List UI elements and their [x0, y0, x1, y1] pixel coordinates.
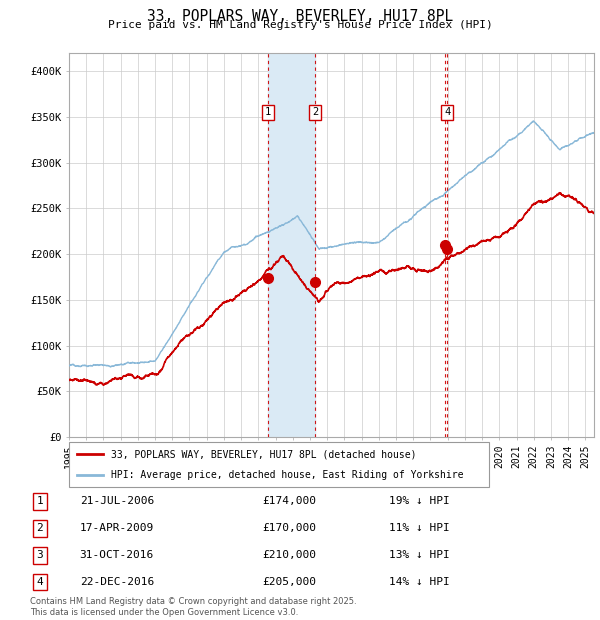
Text: 33, POPLARS WAY, BEVERLEY, HU17 8PL (detached house): 33, POPLARS WAY, BEVERLEY, HU17 8PL (det…	[111, 449, 416, 459]
Text: 13% ↓ HPI: 13% ↓ HPI	[389, 550, 449, 560]
Text: 4: 4	[37, 577, 43, 587]
FancyBboxPatch shape	[69, 442, 489, 487]
Text: 2: 2	[37, 523, 43, 533]
Text: 14% ↓ HPI: 14% ↓ HPI	[389, 577, 449, 587]
Text: £174,000: £174,000	[262, 496, 316, 507]
Bar	[268, 53, 315, 437]
Text: £170,000: £170,000	[262, 523, 316, 533]
Text: 17-APR-2009: 17-APR-2009	[80, 523, 154, 533]
Text: 1: 1	[37, 496, 43, 507]
Text: 2: 2	[312, 107, 318, 117]
Text: 19% ↓ HPI: 19% ↓ HPI	[389, 496, 449, 507]
Text: 3: 3	[37, 550, 43, 560]
Text: 1: 1	[265, 107, 271, 117]
Text: 31-OCT-2016: 31-OCT-2016	[80, 550, 154, 560]
Text: 11% ↓ HPI: 11% ↓ HPI	[389, 523, 449, 533]
Text: £205,000: £205,000	[262, 577, 316, 587]
Text: £210,000: £210,000	[262, 550, 316, 560]
Text: 33, POPLARS WAY, BEVERLEY, HU17 8PL: 33, POPLARS WAY, BEVERLEY, HU17 8PL	[147, 9, 453, 24]
Text: 4: 4	[444, 107, 450, 117]
Text: 22-DEC-2016: 22-DEC-2016	[80, 577, 154, 587]
Text: HPI: Average price, detached house, East Riding of Yorkshire: HPI: Average price, detached house, East…	[111, 469, 464, 480]
Text: Price paid vs. HM Land Registry's House Price Index (HPI): Price paid vs. HM Land Registry's House …	[107, 20, 493, 30]
Text: 21-JUL-2006: 21-JUL-2006	[80, 496, 154, 507]
Text: Contains HM Land Registry data © Crown copyright and database right 2025.
This d: Contains HM Land Registry data © Crown c…	[30, 598, 356, 617]
